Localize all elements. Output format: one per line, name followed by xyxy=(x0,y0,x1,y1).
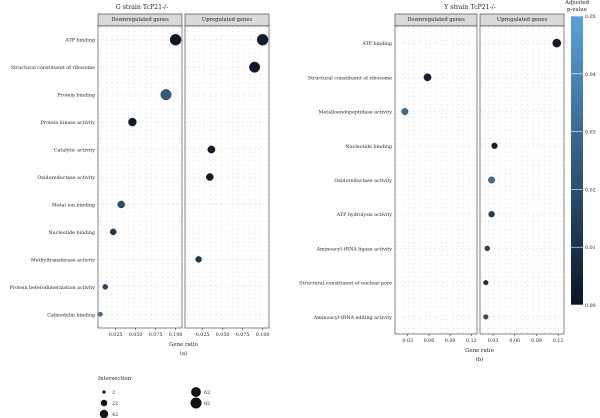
point-upregulated-genes-aminoacyl-trna-editing-activity xyxy=(483,314,489,320)
colorbar-tick-label: 0.05 xyxy=(585,14,596,20)
point-downregulated-genes-protein-kinase-activity xyxy=(128,117,137,127)
x-tick-label: 0.025 xyxy=(109,332,123,338)
size-legend-label-22: 22 xyxy=(112,401,118,407)
category-label-nucleotide-binding: Nucleotide binding xyxy=(345,144,392,150)
category-label-aminoacyl-trna-editing-activity: Aminoacyl-tRNA editing activity xyxy=(313,315,392,321)
category-label-metalloendopeptidase-activity: Metalloendopeptidase activity xyxy=(319,110,393,116)
colorbar-tick-label: 0.04 xyxy=(585,72,596,78)
point-upregulated-genes-nucleotide-binding xyxy=(491,142,498,149)
point-upregulated-genes-structural-constituent-of-ribosome xyxy=(249,61,261,73)
size-legend-label-2: 2 xyxy=(112,390,115,396)
x-tick-label: 0.100 xyxy=(169,332,183,338)
x-tick-label: 0.050 xyxy=(216,332,230,338)
colorbar-gradient xyxy=(571,16,583,305)
x-tick-label: 0.06 xyxy=(509,338,520,344)
category-label-atp-binding: ATP binding xyxy=(361,41,392,47)
point-downregulated-genes-atp-binding xyxy=(169,33,182,46)
size-legend-dot-62 xyxy=(191,387,201,397)
colorbar-tick-label: 0.02 xyxy=(585,187,596,193)
size-legend-label-82: 82 xyxy=(204,401,210,407)
category-label-structural-constituent-of-ribosome: Structural constituent of ribosome xyxy=(308,75,392,81)
x-tick-label: 0.025 xyxy=(196,332,210,338)
category-label-atp-binding: ATP binding xyxy=(64,38,95,44)
category-label-nucleotide-binding: Nucleotide binding xyxy=(48,230,95,236)
x-tick-label: 0.100 xyxy=(256,332,270,338)
x-axis-label-y-strain: Gene ratio xyxy=(465,348,494,354)
panel-label-downregulated-genes: Downregulated genes xyxy=(407,17,465,23)
category-label-protein-heterodimerization-activity: Protein heterodimerization activity xyxy=(10,285,96,291)
size-legend-dot-2 xyxy=(102,390,106,394)
panel-label-upregulated-genes: Upregulated genes xyxy=(497,17,548,23)
point-downregulated-genes-metal-ion-binding xyxy=(117,200,125,209)
point-downregulated-genes-metalloendopeptidase-activity xyxy=(401,108,409,115)
x-axis-label-g-strain: Gene ratio xyxy=(169,342,198,348)
figure-caption-g-strain: (a) xyxy=(180,350,187,357)
point-upregulated-genes-methyltransferase-activity xyxy=(195,256,202,263)
point-downregulated-genes-nucleotide-binding xyxy=(109,228,117,236)
colorbar-tick-label: 0.03 xyxy=(585,130,596,136)
point-upregulated-genes-structural-constituent-of-nuclear-pore xyxy=(483,280,489,286)
chart-title-g-strain: G strain TcP21-/- xyxy=(116,4,169,11)
point-upregulated-genes-atp-binding xyxy=(552,38,562,48)
panel-frame-0 xyxy=(394,25,478,335)
x-tick-label: 0.06 xyxy=(424,338,435,344)
size-legend-dot-22 xyxy=(100,399,108,407)
x-tick-label: 0.12 xyxy=(553,338,564,344)
panel-label-downregulated-genes: Downregulated genes xyxy=(111,17,169,23)
point-downregulated-genes-calmodulin-binding xyxy=(98,312,103,317)
chart-title-y-strain: Y strain TcP21-/- xyxy=(443,4,496,11)
category-label-oxidoreductase-activity: Oxidoreductase activity xyxy=(37,175,95,181)
panel-label-upregulated-genes: Upregulated genes xyxy=(202,17,253,23)
point-upregulated-genes-oxidoreductase-activity xyxy=(205,173,214,181)
point-downregulated-genes-protein-heterodimerization-activity xyxy=(102,284,108,290)
category-label-protein-binding: Protein binding xyxy=(57,93,95,99)
panel-frame-0 xyxy=(97,25,183,329)
colorbar-title: Adjusted xyxy=(564,0,590,6)
point-upregulated-genes-oxidoreductase-activity xyxy=(488,176,495,184)
size-legend-label-62: 62 xyxy=(204,390,210,396)
x-tick-label: 0.075 xyxy=(236,332,250,338)
size-legend-title: Intersection xyxy=(98,376,132,382)
colorbar-title: p-value xyxy=(567,7,587,13)
size-legend-dot-82 xyxy=(190,397,202,409)
plot-g-strain: G strain TcP21-/- ATP binding Structural c… xyxy=(10,4,270,357)
x-tick-label: 0.075 xyxy=(149,332,163,338)
x-tick-label: 0.09 xyxy=(445,338,456,344)
figure-caption-y-strain: (b) xyxy=(476,356,484,363)
x-tick-label: 0.03 xyxy=(488,338,499,344)
x-tick-label: 0.09 xyxy=(531,338,542,344)
colorbar-tick-label: 0.00 xyxy=(585,303,596,309)
size-legend-dot-42 xyxy=(99,409,109,418)
point-upregulated-genes-aminoacyl-trna-ligase-activity xyxy=(484,245,490,252)
category-label-oxidoreductase-activity: Oxidoreductase activity xyxy=(334,178,392,184)
category-label-catalytic-activity: Catalytic activity xyxy=(54,148,95,154)
x-tick-label: 0.050 xyxy=(129,332,143,338)
category-label-methyltransferase-activity: Methyltransferase activity xyxy=(31,257,95,263)
category-label-structural-constituent-of-ribosome: Structural constituent of ribosome xyxy=(11,65,95,71)
category-label-aminoacyl-trna-ligase-activity: Aminoacyl-tRNA ligase activity xyxy=(316,246,393,252)
category-label-protein-kinase-activity: Protein kinase activity xyxy=(41,120,96,126)
size-legend-label-42: 42 xyxy=(112,412,118,418)
category-label-atp-hydrolysis-activity: ATP hydrolysis activity xyxy=(336,212,393,218)
point-downregulated-genes-structural-constituent-of-ribosome xyxy=(423,73,432,82)
colorbar-tick-label: 0.01 xyxy=(585,245,596,251)
category-label-structural-constituent-of-nuclear-pore: Structural constituent of nuclear pore xyxy=(299,281,392,287)
point-upregulated-genes-atp-binding xyxy=(256,33,269,46)
category-label-metal-ion-binding: Metal ion binding xyxy=(52,202,95,208)
x-tick-label: 0.12 xyxy=(466,338,477,344)
point-downregulated-genes-protein-binding xyxy=(160,89,172,101)
category-label-calmodulin-binding: Calmodulin binding xyxy=(47,312,95,318)
point-upregulated-genes-catalytic-activity xyxy=(207,145,216,154)
plot-y-strain: Y strain TcP21-/- ATP binding Structural c… xyxy=(299,4,565,363)
x-tick-label: 0.03 xyxy=(402,338,413,344)
point-upregulated-genes-atp-hydrolysis-activity xyxy=(488,211,495,218)
